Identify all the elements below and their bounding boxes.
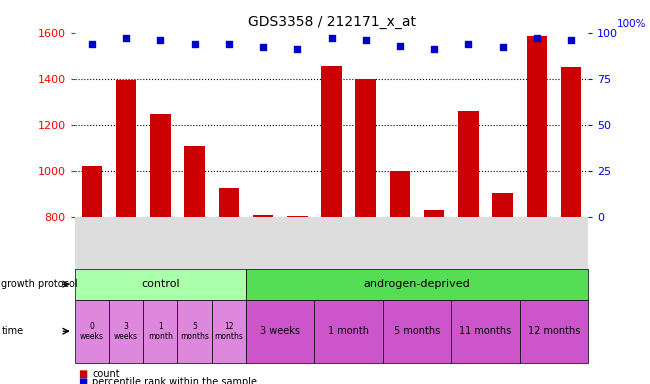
Point bbox=[566, 37, 577, 43]
Point bbox=[258, 44, 268, 50]
Point bbox=[361, 37, 371, 43]
Bar bbox=[82, 166, 102, 217]
Point bbox=[86, 41, 97, 47]
Text: growth protocol: growth protocol bbox=[1, 279, 78, 289]
Bar bbox=[253, 215, 273, 217]
Bar bbox=[526, 36, 547, 217]
Text: 5
months: 5 months bbox=[180, 322, 209, 341]
Bar bbox=[561, 67, 581, 217]
Point bbox=[429, 46, 439, 52]
Bar bbox=[356, 79, 376, 217]
Text: 5 months: 5 months bbox=[394, 326, 440, 336]
Text: percentile rank within the sample: percentile rank within the sample bbox=[92, 377, 257, 384]
Bar bbox=[458, 111, 478, 217]
Bar bbox=[116, 80, 136, 217]
Bar bbox=[321, 66, 342, 217]
Text: 3
weeks: 3 weeks bbox=[114, 322, 138, 341]
Text: 3 weeks: 3 weeks bbox=[260, 326, 300, 336]
Point bbox=[121, 35, 131, 41]
Title: GDS3358 / 212171_x_at: GDS3358 / 212171_x_at bbox=[248, 15, 415, 29]
Text: 1
month: 1 month bbox=[148, 322, 173, 341]
Text: ■: ■ bbox=[78, 369, 87, 379]
Bar bbox=[287, 216, 307, 217]
Point bbox=[292, 46, 302, 52]
Text: 12
months: 12 months bbox=[214, 322, 243, 341]
Point bbox=[532, 35, 542, 41]
Text: control: control bbox=[141, 279, 179, 289]
Bar bbox=[493, 193, 513, 217]
Bar bbox=[390, 171, 410, 217]
Text: count: count bbox=[92, 369, 120, 379]
Text: 12 months: 12 months bbox=[528, 326, 580, 336]
Point bbox=[224, 41, 234, 47]
Text: 0
weeks: 0 weeks bbox=[80, 322, 104, 341]
Point bbox=[497, 44, 508, 50]
Text: time: time bbox=[1, 326, 23, 336]
Text: ■: ■ bbox=[78, 377, 87, 384]
Bar bbox=[185, 146, 205, 217]
Bar bbox=[424, 210, 445, 217]
Text: androgen-deprived: androgen-deprived bbox=[364, 279, 471, 289]
Text: 100%: 100% bbox=[616, 19, 646, 29]
Point bbox=[189, 41, 200, 47]
Point bbox=[155, 37, 166, 43]
Point bbox=[463, 41, 474, 47]
Point bbox=[326, 35, 337, 41]
Bar bbox=[150, 114, 170, 217]
Text: 11 months: 11 months bbox=[460, 326, 512, 336]
Text: 1 month: 1 month bbox=[328, 326, 369, 336]
Point bbox=[395, 43, 405, 49]
Bar bbox=[218, 188, 239, 217]
